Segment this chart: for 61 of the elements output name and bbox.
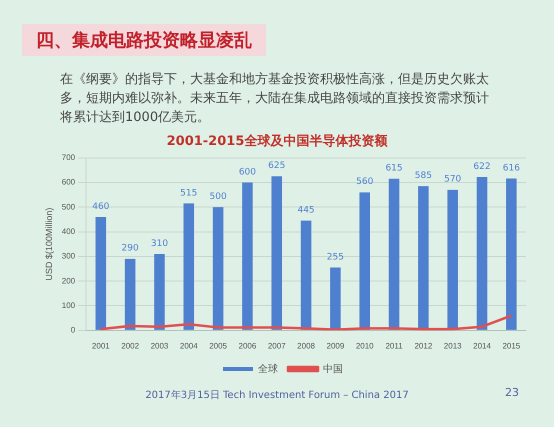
bar xyxy=(418,186,429,330)
bar xyxy=(184,203,194,330)
bar xyxy=(124,258,136,330)
data-label: 600 xyxy=(238,167,256,178)
data-label: 622 xyxy=(473,162,491,172)
data-label: 445 xyxy=(297,206,315,216)
bar xyxy=(359,192,370,330)
bar xyxy=(330,268,341,330)
x-tick-label: 2010 xyxy=(356,341,374,350)
bar xyxy=(388,178,400,330)
bar xyxy=(96,216,106,330)
x-tick-label: 2013 xyxy=(444,341,462,350)
x-tick-label: 2003 xyxy=(150,341,169,350)
x-tick-label: 2014 xyxy=(473,341,492,350)
data-label: 255 xyxy=(326,252,344,262)
text: 四、集成电路投资略显凌乱 xyxy=(22,24,266,56)
y-tick-label: 100 xyxy=(62,300,76,310)
y-tick-label: 300 xyxy=(62,252,76,261)
bar xyxy=(447,190,458,330)
data-label: 615 xyxy=(385,164,403,174)
data-label: 290 xyxy=(122,244,139,254)
data-label: 585 xyxy=(414,171,432,181)
data-label: 616 xyxy=(502,163,520,174)
text: 2017年3月15日 Tech Investment Forum – China 2017 xyxy=(145,390,409,401)
legend-label: 全球 xyxy=(258,362,278,375)
bar xyxy=(212,207,224,330)
text: 23 xyxy=(505,386,519,399)
y-tick-label: 700 xyxy=(62,153,76,162)
data-label: 625 xyxy=(268,161,286,172)
data-label: 570 xyxy=(444,174,462,185)
data-label: 515 xyxy=(180,188,198,198)
data-label: 460 xyxy=(92,202,110,212)
x-tick-label: 2005 xyxy=(209,341,228,350)
data-label: 310 xyxy=(150,238,168,249)
legend-label: 中国 xyxy=(323,362,343,375)
x-tick-label: 2006 xyxy=(238,341,257,350)
y-axis-title: USD $(100Million) xyxy=(44,208,54,281)
x-tick-label: 2001 xyxy=(92,341,110,350)
y-tick-label: 200 xyxy=(62,276,76,286)
x-tick-label: 2008 xyxy=(297,341,316,350)
chart-title: 2001-2015全球及中国半导体投资额 xyxy=(166,132,388,150)
bar xyxy=(506,178,517,330)
bar xyxy=(154,254,165,330)
x-tick-label: 2004 xyxy=(180,341,198,350)
bar xyxy=(476,177,488,330)
x-tick-label: 2015 xyxy=(502,341,521,350)
y-tick-label: 600 xyxy=(62,178,76,187)
data-label: 500 xyxy=(210,192,227,202)
y-tick-label: 400 xyxy=(62,226,76,236)
bar xyxy=(300,220,312,330)
x-tick-label: 2009 xyxy=(326,341,345,350)
x-tick-label: 2011 xyxy=(385,341,404,350)
text: 在《纲要》的指导下，大基金和地方基金投资积极性高涨，但是历史欠账太多，短期内难以弥补。未来五年，大陆在集成电路领域的直接投资需求预计将累计达到1000亿美元。 xyxy=(60,71,490,127)
x-tick-label: 2012 xyxy=(414,341,433,350)
y-tick-label: 0 xyxy=(70,326,76,335)
x-tick-label: 2007 xyxy=(268,341,286,350)
y-tick-label: 500 xyxy=(62,202,76,212)
data-label: 560 xyxy=(356,177,374,188)
bar xyxy=(271,176,282,330)
bar xyxy=(242,182,253,330)
x-tick-label: 2002 xyxy=(121,341,140,350)
